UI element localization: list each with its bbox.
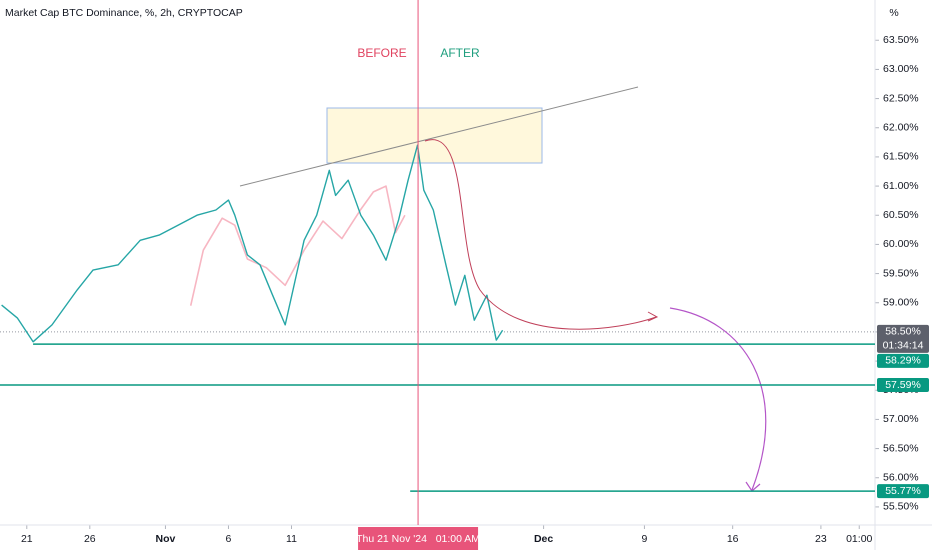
y-tick-label: 62.50%	[883, 92, 919, 104]
level-label-box	[877, 484, 929, 499]
y-tick-label: 63.50%	[883, 34, 919, 46]
x-tick-label: 6	[226, 533, 232, 545]
price-line	[189, 185, 406, 306]
price-line	[1, 144, 504, 343]
projection-arrow	[424, 139, 657, 330]
level-label: 57.59%	[885, 379, 921, 391]
x-tick-label: Dec	[534, 533, 553, 545]
price-label: 58.50%	[885, 326, 921, 338]
x-tick-label: 21	[21, 533, 33, 545]
axis-unit: %	[889, 7, 898, 19]
trend-line	[239, 86, 639, 187]
arrow-head	[647, 311, 659, 322]
level-label-box	[877, 353, 929, 368]
crosshair-label-box	[358, 527, 479, 550]
level-label-box	[877, 378, 929, 392]
level-label: 55.77%	[885, 485, 921, 497]
x-tick-label: 01:00	[846, 533, 872, 545]
x-tick-label: 11	[286, 533, 297, 545]
plot	[1, 144, 504, 343]
y-tick-label: 57.00%	[883, 413, 919, 425]
y-tick-label: 60.50%	[883, 209, 919, 221]
y-tick-label: 63.00%	[883, 63, 919, 75]
crosshair-label: Thu 21 Nov '24 01:00 AM	[356, 533, 480, 545]
x-tick-label: 26	[84, 533, 96, 545]
x-tick-label: Nov	[156, 533, 176, 545]
y-tick-label: 62.00%	[883, 122, 919, 134]
countdown-label: 01:34:14	[883, 340, 924, 352]
level-label: 58.29%	[885, 355, 921, 367]
y-tick-label: 56.00%	[883, 472, 919, 484]
x-tick-label: 9	[642, 533, 648, 545]
y-tick-label: 56.50%	[883, 442, 919, 454]
y-tick-label: 60.00%	[883, 238, 919, 250]
annotation: AFTER	[440, 46, 480, 60]
y-tick-label: 55.50%	[883, 501, 919, 513]
chart-title: Market Cap BTC Dominance, %, 2h, CRYPTOC…	[5, 7, 243, 19]
y-tick-label: 59.00%	[883, 297, 919, 309]
price-label-box	[877, 324, 929, 353]
y-tick-label: 59.50%	[883, 267, 919, 279]
y-tick-label: 61.50%	[883, 151, 919, 163]
projection-arrow	[669, 307, 767, 491]
y-tick-label: 61.00%	[883, 180, 919, 192]
x-tick-label: 23	[815, 533, 827, 545]
x-tick-label: 16	[727, 533, 739, 545]
annotation: BEFORE	[357, 46, 406, 60]
highlight-box	[326, 107, 543, 164]
